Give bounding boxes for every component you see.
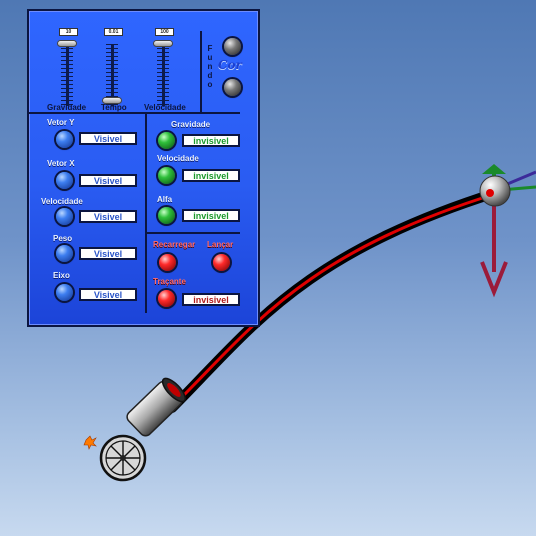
gravity-slider-thumb[interactable] — [57, 40, 77, 47]
vector-x-state[interactable]: Visivel — [79, 174, 137, 187]
velocity-value: 100 — [155, 28, 174, 36]
time-slider-thumb[interactable] — [102, 97, 122, 104]
velocity-slider-thumb[interactable] — [153, 40, 173, 47]
background-knob-bottom[interactable] — [224, 79, 241, 96]
alpha-state[interactable]: invisivel — [182, 209, 240, 222]
fuse-spark-icon — [83, 435, 97, 450]
time-value: 0.01 — [104, 28, 123, 36]
velocity-slider-label: Velocidade — [144, 103, 186, 112]
time-slider-label: Tempo — [101, 103, 127, 112]
alpha-knob[interactable] — [158, 207, 175, 224]
vector-y-knob[interactable] — [56, 131, 73, 148]
axis-knob[interactable] — [56, 284, 73, 301]
velocity-vector-state[interactable]: Visivel — [79, 210, 137, 223]
launch-label: Lançar — [207, 240, 234, 249]
vector-y-state[interactable]: Visivel — [79, 132, 137, 145]
trajectory-inner — [172, 192, 497, 407]
gravity-value: 10 — [59, 28, 78, 36]
x-vector — [504, 170, 536, 187]
gravity-slider-label: Gravidade — [47, 103, 87, 112]
velocity-vector-knob[interactable] — [56, 208, 73, 225]
gravity-state[interactable]: invisivel — [182, 134, 240, 147]
reload-label: Recarregar — [153, 240, 196, 249]
tracer-knob[interactable] — [158, 290, 175, 307]
projectile-ball-icon — [479, 175, 511, 207]
background-knob-top[interactable] — [224, 38, 241, 55]
velocity-knob[interactable] — [158, 167, 175, 184]
weight-state[interactable]: Visivel — [79, 247, 137, 260]
control-panel: 10 Gravidade 0.01 Tempo 100 Velocidade F… — [27, 9, 260, 327]
weight-knob[interactable] — [56, 245, 73, 262]
reload-button[interactable] — [159, 254, 176, 271]
axis-state[interactable]: Visivel — [79, 288, 137, 301]
color-label: Cor — [218, 58, 242, 72]
vector-x-knob[interactable] — [56, 172, 73, 189]
weight-vector — [480, 200, 508, 298]
launch-button[interactable] — [213, 254, 230, 271]
velocity-state[interactable]: invisivel — [182, 169, 240, 182]
gravity-knob[interactable] — [158, 132, 175, 149]
cannon-icon — [99, 377, 186, 482]
tracer-state[interactable]: invisivel — [182, 293, 240, 306]
